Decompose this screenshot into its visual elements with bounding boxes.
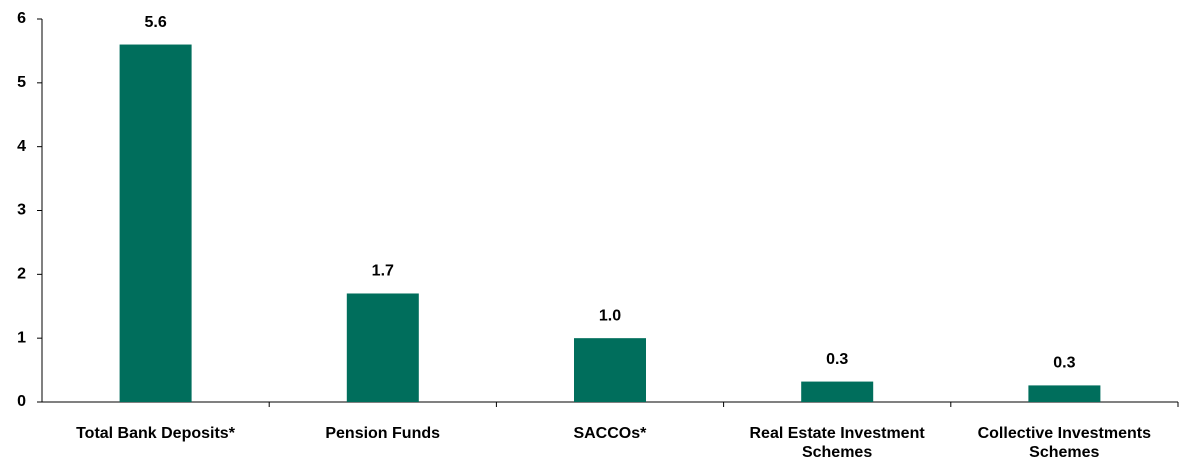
y-tick-label: 4 xyxy=(17,138,26,155)
bar xyxy=(119,44,192,403)
bar xyxy=(346,293,419,402)
x-tick-label: Collective Investments Schemes xyxy=(977,425,1151,461)
x-tick-label: SACCOs* xyxy=(573,425,647,442)
x-tick-label: Real Estate Investment Schemes xyxy=(749,425,925,461)
data-label: 1.7 xyxy=(372,263,394,280)
y-tick-label: 3 xyxy=(17,202,26,219)
data-label: 1.0 xyxy=(599,307,621,324)
data-label: 0.3 xyxy=(826,351,848,368)
bar xyxy=(574,338,646,402)
y-tick-label: 1 xyxy=(17,329,26,346)
y-tick-label: 2 xyxy=(17,266,26,283)
x-tick-label: Total Bank Deposits* xyxy=(76,425,235,442)
y-tick-label: 0 xyxy=(17,393,26,410)
y-tick-label: 6 xyxy=(17,10,26,27)
bar xyxy=(801,381,874,402)
y-tick-label: 5 xyxy=(17,74,26,91)
data-label: 0.3 xyxy=(1053,355,1075,372)
data-label: 5.6 xyxy=(144,14,166,31)
bar xyxy=(1028,385,1101,402)
x-tick-label: Pension Funds xyxy=(325,425,441,442)
